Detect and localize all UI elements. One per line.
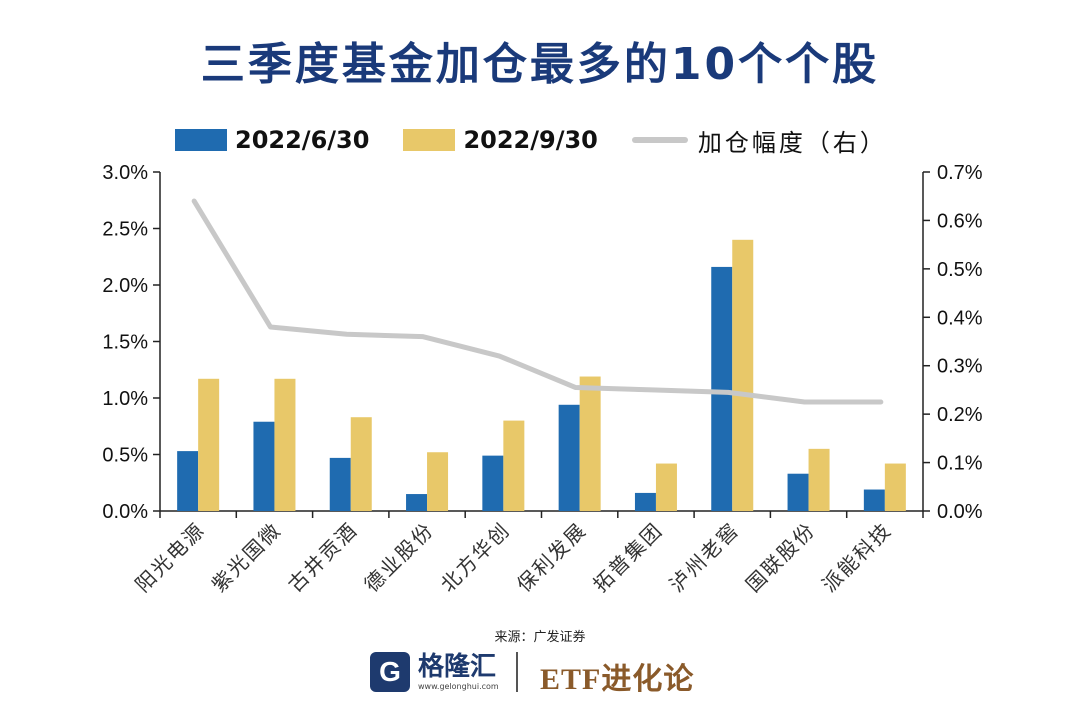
y-tick-label-right: 0.2% (937, 404, 983, 426)
y-tick-label-left: 1.5% (102, 332, 148, 354)
bar-series1 (253, 421, 275, 511)
bar-series2 (732, 239, 754, 512)
brand-logo-icon: G (370, 652, 410, 692)
x-category-label: 保利发展 (512, 518, 591, 597)
y-tick-label-right: 0.7% (937, 162, 983, 184)
bar-series1 (177, 451, 199, 511)
y-tick-label-left: 1.0% (102, 388, 148, 410)
brand-text-group: 格隆汇 www.gelonghui.com (418, 654, 499, 691)
y-tick-label-left: 3.0% (102, 162, 148, 184)
x-category-label: 古井贡酒 (283, 518, 362, 597)
x-category-label: 拓普集团 (588, 518, 667, 597)
x-category-label: 泸州老窖 (665, 518, 744, 597)
y-tick-label-left: 0.0% (102, 501, 148, 523)
source-note: 来源：广发证券 (494, 630, 586, 645)
bar-series2 (427, 452, 449, 511)
legend-item-series1: 2022/6/30 (175, 126, 369, 154)
y-tick-label-right: 0.4% (937, 307, 983, 329)
bar-series2 (274, 378, 296, 511)
y-tick-label-left: 0.5% (102, 445, 148, 467)
bar-series2 (655, 463, 677, 511)
x-category-label: 紫光国微 (207, 518, 286, 597)
brand-url: www.gelonghui.com (418, 681, 499, 691)
legend-item-line: 加仓幅度（右） (631, 123, 887, 158)
bar-series2 (884, 463, 906, 511)
bar-series2 (579, 376, 601, 511)
bar-series1 (482, 455, 504, 511)
bar-series2 (503, 420, 525, 511)
x-category-label: 德业股份 (359, 518, 438, 597)
legend-label-series2: 2022/9/30 (463, 126, 598, 154)
y-tick-label-right: 0.3% (937, 356, 983, 378)
legend-label-line: 加仓幅度（右） (697, 128, 887, 157)
legend-swatch-series2 (403, 129, 456, 151)
bar-series1 (863, 489, 885, 511)
x-category-label: 阳光电源 (130, 518, 209, 597)
chart-title: 三季度基金加仓最多的10个个股 (200, 39, 880, 90)
footer-divider (516, 652, 518, 692)
x-category-label: 北方华创 (436, 518, 515, 597)
y-tick-label-right: 0.0% (937, 501, 983, 523)
bar-series1 (787, 473, 809, 511)
brand-right-text: ETF进化论 (540, 663, 695, 696)
bar-series2 (808, 448, 830, 511)
chart-axes: 0.0% 0.5% 1.0% 1.5% 2.0% 2.5% 3.0% 0.0% 0.1% 0.2%… (102, 162, 982, 523)
bar-series1 (711, 266, 733, 511)
chart-line (191, 198, 884, 405)
y-tick-label-right: 0.5% (937, 259, 983, 281)
bar-series2 (350, 417, 372, 511)
brand-logo-group: G 格隆汇 www.gelonghui.com (370, 650, 499, 694)
chart-canvas: 0.0% 0.5% 1.0% 1.5% 2.0% 2.5% 3.0% 0.0% 0.1% 0.2%… (102, 162, 982, 597)
y-tick-label-right: 0.6% (937, 210, 983, 232)
line-series-increase (191, 198, 884, 405)
bar-series1 (558, 404, 580, 511)
y-tick-label-left: 2.0% (102, 275, 148, 297)
legend-item-series2: 2022/9/30 (403, 126, 598, 154)
x-category-label: 国联股份 (741, 518, 820, 597)
brand-name: 格隆汇 (418, 651, 497, 682)
chart-bars (177, 239, 906, 512)
y-tick-label-left: 2.5% (102, 219, 148, 241)
footer: G 格隆汇 www.gelonghui.com ETF进化论 (0, 650, 1080, 696)
legend-swatch-series1 (175, 129, 227, 151)
bar-series1 (406, 494, 428, 511)
bar-series1 (329, 457, 351, 511)
legend-swatch-line (631, 137, 688, 143)
x-category-label: 派能科技 (817, 518, 896, 597)
legend: 2022/6/30 2022/9/30 加仓幅度（右） (175, 123, 921, 157)
bar-series2 (198, 378, 220, 511)
bar-series1 (634, 492, 656, 511)
y-tick-label-right: 0.1% (937, 453, 983, 475)
legend-label-series1: 2022/6/30 (235, 126, 370, 154)
